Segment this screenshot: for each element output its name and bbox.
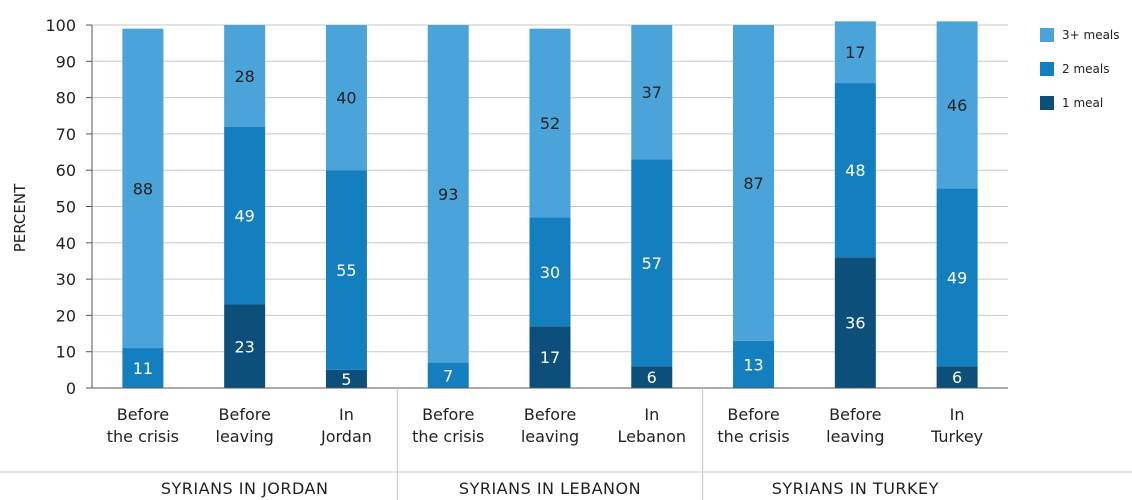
group-label: SYRIANS IN JORDAN bbox=[161, 479, 329, 498]
legend-swatch bbox=[1040, 62, 1054, 76]
data-label: 93 bbox=[438, 185, 458, 204]
x-tick-label: the crisis bbox=[717, 427, 789, 446]
x-tick-label: leaving bbox=[826, 427, 884, 446]
bar-segment-3-meals bbox=[631, 25, 673, 160]
y-tick-label: 20 bbox=[56, 306, 76, 325]
x-tick-label: Turkey bbox=[930, 427, 983, 446]
bar-segment-2-meals bbox=[529, 217, 571, 327]
bar-segment-2-meals bbox=[224, 126, 266, 305]
x-tick-label: Before bbox=[422, 405, 474, 424]
legend-swatch bbox=[1040, 96, 1054, 110]
bar-segment-2-meals bbox=[122, 348, 164, 388]
data-label: 37 bbox=[642, 83, 662, 102]
bar-segment-3-meals bbox=[529, 28, 571, 218]
bar-segment-2-meals bbox=[427, 362, 469, 388]
y-tick-label: 10 bbox=[56, 343, 76, 362]
legend-swatch bbox=[1040, 28, 1054, 42]
x-tick-label: the crisis bbox=[107, 427, 179, 446]
bar-segment-2-meals bbox=[325, 170, 367, 370]
data-label: 52 bbox=[540, 114, 560, 133]
data-label: 49 bbox=[234, 207, 254, 226]
x-tick-label: Jordan bbox=[320, 427, 372, 446]
data-label: 40 bbox=[336, 89, 356, 108]
bar-segment-3-meals bbox=[325, 25, 367, 171]
y-tick-label: 50 bbox=[56, 198, 76, 217]
y-tick-label: 90 bbox=[56, 52, 76, 71]
bar-segment-2-meals bbox=[834, 83, 876, 258]
bar-segment-1-meal bbox=[834, 257, 876, 388]
data-label: 5 bbox=[341, 370, 351, 389]
bar-segment-3-meals bbox=[834, 21, 876, 84]
data-label: 30 bbox=[540, 263, 560, 282]
bar-segment-1-meal bbox=[224, 304, 266, 388]
x-tick-label: the crisis bbox=[412, 427, 484, 446]
data-label: 49 bbox=[947, 268, 967, 287]
legend-label: 1 meal bbox=[1062, 96, 1103, 110]
data-label: 88 bbox=[133, 179, 153, 198]
bar-segment-2-meals bbox=[631, 159, 673, 367]
x-tick-label: In bbox=[644, 405, 659, 424]
data-label: 17 bbox=[540, 348, 560, 367]
x-tick-label: Before bbox=[219, 405, 271, 424]
data-label: 23 bbox=[234, 337, 254, 356]
data-label: 48 bbox=[845, 161, 865, 180]
y-tick-label: 70 bbox=[56, 125, 76, 144]
bar-segment-2-meals bbox=[733, 340, 775, 388]
y-tick-label: 80 bbox=[56, 89, 76, 108]
legend-label: 2 meals bbox=[1062, 62, 1109, 76]
y-tick-label: 30 bbox=[56, 270, 76, 289]
data-label: 46 bbox=[947, 96, 967, 115]
bar-segment-1-meal bbox=[936, 366, 978, 388]
y-tick-label: 0 bbox=[66, 379, 76, 398]
bar-segment-3-meals bbox=[733, 25, 775, 341]
data-label: 57 bbox=[642, 254, 662, 273]
y-tick-label: 40 bbox=[56, 234, 76, 253]
bar-segment-3-meals bbox=[224, 25, 266, 127]
group-label: SYRIANS IN LEBANON bbox=[459, 479, 641, 498]
bar-segment-1-meal bbox=[631, 366, 673, 388]
x-tick-label: leaving bbox=[521, 427, 579, 446]
x-tick-label: In bbox=[950, 405, 965, 424]
x-tick-label: Lebanon bbox=[618, 427, 687, 446]
x-tick-label: Before bbox=[829, 405, 881, 424]
x-tick-label: leaving bbox=[216, 427, 274, 446]
data-label: 6 bbox=[647, 368, 657, 387]
x-tick-label: Before bbox=[727, 405, 779, 424]
bar-segment-3-meals bbox=[936, 21, 978, 189]
bar-segment-3-meals bbox=[427, 25, 469, 363]
bar-segment-3-meals bbox=[122, 28, 164, 349]
y-tick-label: 60 bbox=[56, 161, 76, 180]
legend-label: 3+ meals bbox=[1062, 28, 1120, 42]
group-label: SYRIANS IN TURKEY bbox=[772, 479, 939, 498]
x-tick-label: In bbox=[339, 405, 354, 424]
y-axis-label: PERCENT bbox=[11, 183, 29, 252]
y-tick-label: 100 bbox=[45, 16, 76, 35]
data-label: 28 bbox=[234, 67, 254, 86]
data-label: 7 bbox=[443, 366, 453, 385]
bar-segment-1-meal bbox=[325, 369, 367, 388]
data-label: 11 bbox=[133, 359, 153, 378]
data-label: 55 bbox=[336, 261, 356, 280]
data-label: 13 bbox=[743, 355, 763, 374]
data-label: 17 bbox=[845, 43, 865, 62]
bar-segment-2-meals bbox=[936, 188, 978, 367]
x-tick-label: Before bbox=[524, 405, 576, 424]
bar-segment-1-meal bbox=[529, 326, 571, 388]
data-label: 87 bbox=[743, 174, 763, 193]
data-label: 6 bbox=[952, 368, 962, 387]
x-tick-label: Before bbox=[117, 405, 169, 424]
data-label: 36 bbox=[845, 314, 865, 333]
